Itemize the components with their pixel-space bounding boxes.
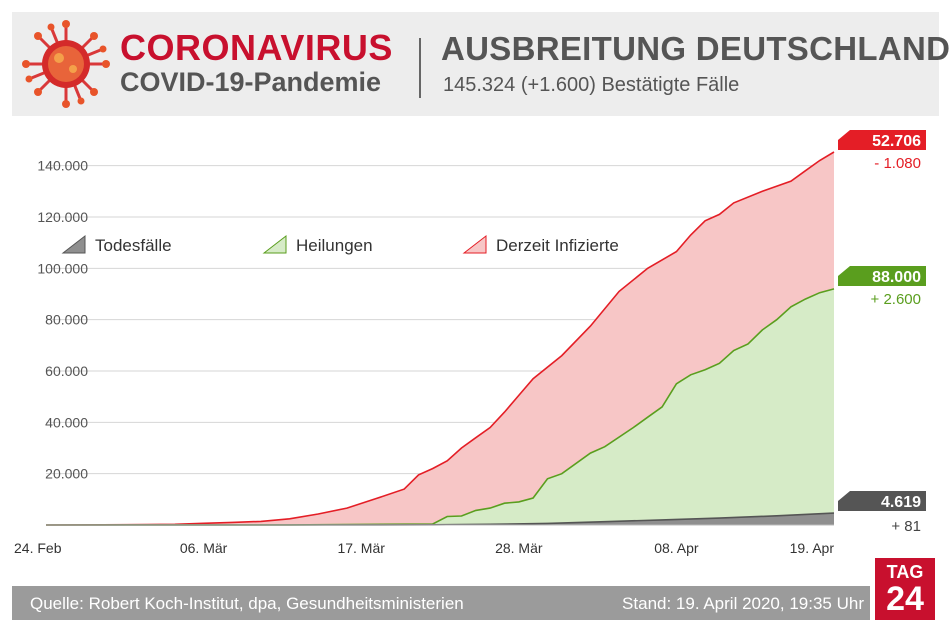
x-tick-label: 24. Feb xyxy=(14,540,62,556)
source-note: Quelle: Robert Koch-Institut, dpa, Gesun… xyxy=(30,594,464,613)
y-tick-label: 120.000 xyxy=(37,209,88,225)
x-tick-label: 19. Apr xyxy=(790,540,835,556)
x-tick-label: 17. Mär xyxy=(337,540,385,556)
y-tick-label: 80.000 xyxy=(45,312,88,328)
timestamp-note: Stand: 19. April 2020, 19:35 Uhr xyxy=(622,594,864,613)
legend-label-recovered: Heilungen xyxy=(296,236,373,255)
footer-bar: Quelle: Robert Koch-Institut, dpa, Gesun… xyxy=(12,586,870,620)
recovered-line xyxy=(45,288,835,526)
legend-swatch-deaths xyxy=(61,234,86,254)
y-tick-label: 100.000 xyxy=(37,260,88,276)
header-divider xyxy=(419,38,421,98)
chart-headline: AUSBREITUNG DEUTSCHLAND xyxy=(441,30,951,67)
logo-text-bottom: 24 xyxy=(886,580,924,618)
end-label-value-recovered: 88.000 xyxy=(872,269,921,286)
end-label-tag-deaths xyxy=(838,491,926,511)
deaths-area xyxy=(46,513,834,525)
end-label-tag-infected xyxy=(838,130,926,150)
x-tick-label: 08. Apr xyxy=(654,540,699,556)
x-tick-label: 06. Mär xyxy=(180,540,228,556)
logo-text-top: TAG xyxy=(886,562,924,582)
end-label-tag-recovered xyxy=(838,266,926,286)
header-subtitle: COVID-19-Pandemie xyxy=(120,67,382,97)
end-label-change-recovered: + 2.600 xyxy=(871,291,921,308)
legend-swatch-recovered xyxy=(262,234,287,254)
y-tick-label: 20.000 xyxy=(45,466,88,482)
x-tick-label: 28. Mär xyxy=(495,540,543,556)
confirmed-cases-summary: 145.324 (+1.600) Bestätigte Fälle xyxy=(443,74,740,96)
header-bar: CORONAVIRUS COVID-19-Pandemie AUSBREITUN… xyxy=(12,12,950,116)
end-label-value-infected: 52.706 xyxy=(872,133,921,150)
end-label-change-deaths: + 81 xyxy=(891,518,921,535)
coronavirus-icon xyxy=(22,20,110,108)
recovered-area xyxy=(46,288,834,525)
legend-swatch-infected xyxy=(462,234,487,254)
legend-label-infected: Derzeit Infizierte xyxy=(496,236,619,255)
end-label-change-infected: - 1.080 xyxy=(874,155,921,172)
y-tick-label: 40.000 xyxy=(45,414,88,430)
infected-line xyxy=(45,151,835,526)
end-label-value-deaths: 4.619 xyxy=(881,494,921,511)
tag24-logo: TAG 24 xyxy=(875,558,935,620)
legend-label-deaths: Todesfälle xyxy=(95,236,172,255)
y-tick-label: 140.000 xyxy=(37,158,88,174)
header-title: CORONAVIRUS xyxy=(120,27,393,68)
y-tick-label: 60.000 xyxy=(45,363,88,379)
